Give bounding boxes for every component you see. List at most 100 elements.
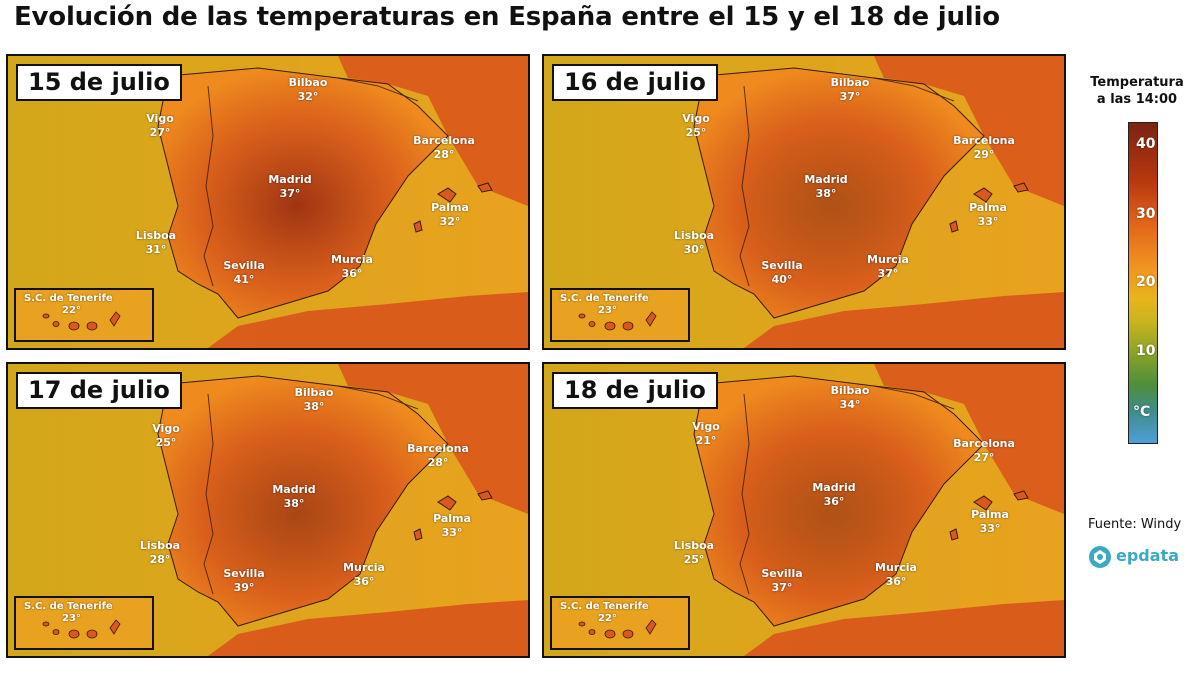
inset-city-name: S.C. de Tenerife [560, 601, 649, 612]
city-temperature: 36° [885, 575, 907, 588]
city-name: Palma [969, 201, 1007, 214]
canary-islands-inset: S.C. de Tenerife 22° [14, 288, 154, 342]
map-panel: 15 de julio Bilbao 32° Vigo 27° Barcelon… [6, 54, 530, 350]
city-temperature: 36° [353, 575, 375, 588]
inset-city-name: S.C. de Tenerife [560, 293, 649, 304]
city-temperature: 25° [685, 126, 707, 139]
city-label-bilbao: Bilbao 37° [831, 76, 870, 104]
city-name: Vigo [152, 422, 180, 435]
city-name: Bilbao [830, 76, 870, 89]
city-name: Sevilla [223, 259, 265, 272]
canary-islands-inset: S.C. de Tenerife 22° [550, 596, 690, 650]
city-temperature: 30° [683, 243, 705, 256]
city-name: Bilbao [288, 76, 328, 89]
city-temperature: 21° [695, 434, 717, 447]
panel-date-label: 18 de julio [552, 372, 718, 409]
city-name: Murcia [867, 253, 909, 266]
city-temperature: 36° [823, 495, 845, 508]
inset-city-temperature: 22° [598, 613, 617, 624]
city-label-palma: Palma 33° [969, 201, 1007, 229]
city-temperature: 28° [433, 148, 455, 161]
city-label-sevilla: Sevilla 40° [761, 259, 802, 287]
city-label-bilbao: Bilbao 38° [295, 386, 334, 414]
city-label-sevilla: Sevilla 37° [761, 567, 802, 595]
city-name: Barcelona [407, 442, 469, 455]
city-temperature: 27° [973, 451, 995, 464]
city-label-bilbao: Bilbao 34° [831, 384, 870, 412]
panel-date-label: 15 de julio [16, 64, 182, 101]
canary-islands-map [552, 290, 688, 340]
panel-date-label: 17 de julio [16, 372, 182, 409]
inset-city-name: S.C. de Tenerife [24, 601, 113, 612]
city-name: Palma [971, 508, 1009, 521]
panel-date-label: 16 de julio [552, 64, 718, 101]
canary-islands-inset: S.C. de Tenerife 23° [14, 596, 154, 650]
canary-islands-map [552, 598, 688, 648]
inset-city-temperature: 23° [598, 305, 617, 316]
city-name: Barcelona [413, 134, 475, 147]
city-label-vigo: Vigo 27° [146, 112, 174, 140]
city-temperature: 32° [439, 215, 461, 228]
city-temperature: 36° [341, 267, 363, 280]
city-temperature: 37° [279, 187, 301, 200]
city-name: Murcia [343, 561, 385, 574]
city-label-madrid: Madrid 38° [804, 173, 847, 201]
city-name: Madrid [272, 483, 316, 496]
city-name: Vigo [146, 112, 174, 125]
city-label-murcia: Murcia 36° [875, 561, 917, 589]
city-name: Palma [431, 201, 469, 214]
city-temperature: 39° [233, 581, 255, 594]
city-label-barcelona: Barcelona 28° [407, 442, 469, 470]
city-name: Barcelona [953, 134, 1015, 147]
city-label-sevilla: Sevilla 41° [223, 259, 264, 287]
city-label-palma: Palma 33° [433, 512, 471, 540]
city-label-lisboa: Lisboa 25° [674, 539, 714, 567]
city-label-vigo: Vigo 25° [152, 422, 180, 450]
city-label-palma: Palma 33° [971, 508, 1009, 536]
city-name: Lisboa [139, 539, 181, 552]
city-name: Vigo [682, 112, 710, 125]
city-temperature: 37° [839, 90, 861, 103]
city-label-lisboa: Lisboa 28° [140, 539, 180, 567]
city-label-sevilla: Sevilla 39° [223, 567, 264, 595]
city-temperature: 31° [145, 243, 167, 256]
city-label-madrid: Madrid 38° [272, 483, 315, 511]
map-panel: 18 de julio Bilbao 34° Vigo 21° Barcelon… [542, 362, 1066, 658]
city-name: Murcia [875, 561, 917, 574]
epdata-icon [1089, 546, 1111, 568]
city-temperature: 33° [977, 215, 999, 228]
city-temperature: 34° [839, 398, 861, 411]
city-temperature: 33° [441, 526, 463, 539]
city-name: Lisboa [135, 229, 177, 242]
page-title: Evolución de las temperaturas en España … [14, 2, 1000, 32]
map-panel: 16 de julio Bilbao 37° Vigo 25° Barcelon… [542, 54, 1066, 350]
city-name: Madrid [804, 173, 848, 186]
source-credit: Fuente: Windy [1088, 517, 1182, 532]
city-label-bilbao: Bilbao 32° [289, 76, 328, 104]
city-label-murcia: Murcia 36° [343, 561, 385, 589]
city-name: Murcia [331, 253, 373, 266]
legend-title: Temperatura a las 14:00 [1082, 74, 1192, 108]
inset-city-name: S.C. de Tenerife [24, 293, 113, 304]
city-label-palma: Palma 32° [431, 201, 469, 229]
city-temperature: 27° [149, 126, 171, 139]
legend-tick-unit: °C [1133, 404, 1151, 420]
inset-city-temperature: 23° [62, 613, 81, 624]
city-temperature: 25° [683, 553, 705, 566]
legend-tick-10: 10 [1136, 343, 1156, 359]
city-label-vigo: Vigo 25° [682, 112, 710, 140]
city-name: Palma [433, 512, 471, 525]
city-label-barcelona: Barcelona 28° [413, 134, 475, 162]
city-temperature: 29° [973, 148, 995, 161]
city-temperature: 38° [815, 187, 837, 200]
canary-islands-map [16, 290, 152, 340]
temperature-color-scale [1128, 122, 1158, 444]
city-name: Barcelona [953, 437, 1015, 450]
canary-islands-map [16, 598, 152, 648]
city-name: Madrid [812, 481, 856, 494]
city-temperature: 28° [427, 456, 449, 469]
city-temperature: 32° [297, 90, 319, 103]
city-temperature: 38° [283, 497, 305, 510]
city-label-madrid: Madrid 37° [268, 173, 311, 201]
city-temperature: 40° [771, 273, 793, 286]
